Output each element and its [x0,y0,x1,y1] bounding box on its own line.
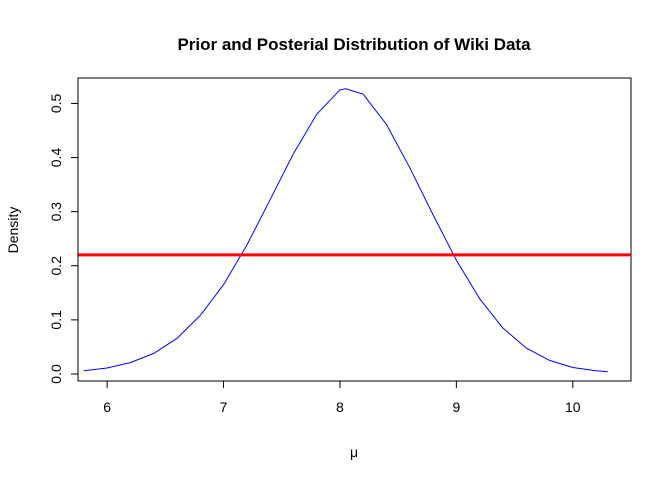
y-tick-label: 0.1 [48,310,64,330]
density-curve [83,88,608,373]
y-tick-label: 0.2 [48,256,64,276]
y-tick-label: 0.0 [48,364,64,384]
x-tick-label: 8 [336,399,344,415]
y-tick-label: 0.5 [48,93,64,113]
y-tick-label: 0.4 [48,148,64,168]
plot-area-frame [77,77,632,382]
x-tick-label: 7 [220,399,228,415]
y-tick-label: 0.3 [48,202,64,222]
x-tick-label: 9 [452,399,460,415]
y-axis-label: Density [5,207,21,254]
x-tick-label: 6 [103,399,111,415]
x-tick-label: 10 [565,399,581,415]
x-axis-label: μ [350,444,358,460]
chart-title: Prior and Posterial Distribution of Wiki… [177,35,531,54]
